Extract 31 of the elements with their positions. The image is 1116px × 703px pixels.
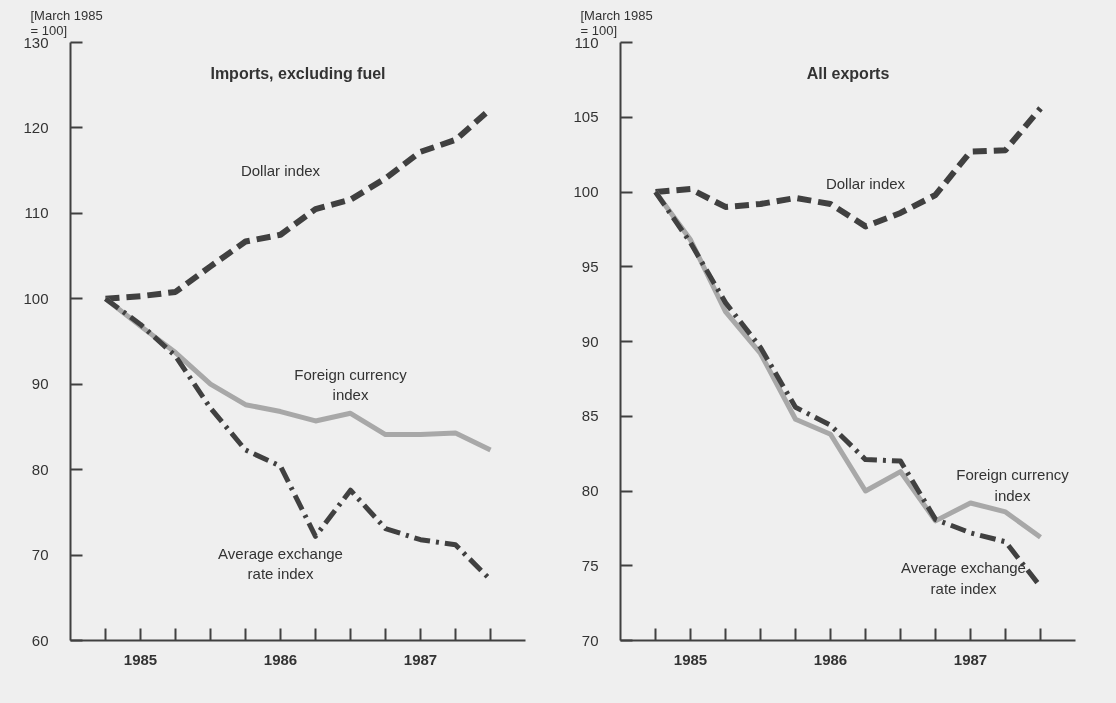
series-label: Dollar index bbox=[240, 162, 321, 180]
y-tick-label: 70 bbox=[31, 546, 49, 564]
y-tick-label: 100 bbox=[573, 183, 599, 200]
y-tick-label: 95 bbox=[581, 257, 599, 275]
x-tick-label: 1986 bbox=[263, 650, 298, 668]
y-axis-title: [March 1985 = 100] bbox=[580, 7, 653, 38]
x-tick-label: 1985 bbox=[123, 650, 158, 668]
y-tick-label: 105 bbox=[573, 108, 599, 126]
y-tick-label: 110 bbox=[24, 204, 49, 222]
y-axis-title: [March 1985 = 100] bbox=[30, 7, 103, 38]
y-tick-label: 80 bbox=[581, 482, 599, 499]
x-tick-label: 1986 bbox=[813, 650, 848, 668]
y-tick-label: 90 bbox=[581, 332, 599, 350]
series-label: Dollar index bbox=[825, 174, 906, 192]
series-label: Foreign currency index bbox=[294, 365, 408, 403]
y-tick-label: 70 bbox=[581, 631, 599, 649]
y-tick-label: 120 bbox=[23, 118, 49, 136]
y-tick-label: 100 bbox=[23, 289, 49, 307]
y-tick-label: 90 bbox=[31, 375, 49, 393]
series-label: Foreign currency index bbox=[956, 466, 1070, 504]
x-tick-label: 1987 bbox=[953, 650, 988, 668]
y-tick-label: 80 bbox=[31, 460, 49, 478]
x-tick-label: 1985 bbox=[673, 650, 708, 668]
y-tick-label: 85 bbox=[581, 407, 599, 425]
x-tick-label: 1987 bbox=[403, 650, 438, 668]
y-tick-label: 75 bbox=[581, 556, 599, 574]
series-label: Average exchange rate index bbox=[218, 544, 343, 582]
text: All exports bbox=[806, 64, 890, 82]
text: Imports, excluding fuel bbox=[210, 64, 386, 82]
y-tick-label: 60 bbox=[31, 631, 49, 649]
series-label: Average exchange rate index bbox=[901, 559, 1026, 597]
